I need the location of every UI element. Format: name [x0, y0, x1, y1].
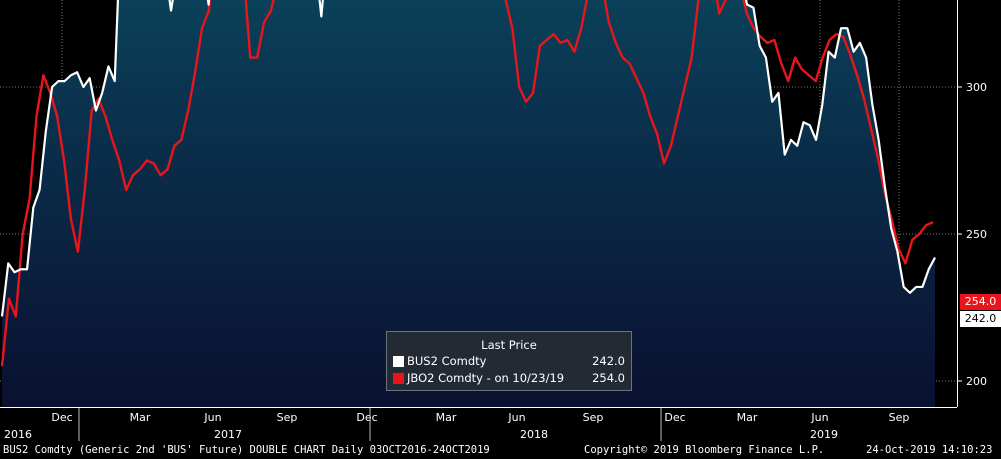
x-tick-label: Dec: [356, 411, 377, 424]
x-tick-label: Sep: [277, 411, 298, 424]
x-tick-label: Jun: [203, 411, 221, 424]
price-chart: 200250300350400450 DecMarJunSepDecMarJun…: [0, 0, 987, 441]
footer-copyright: Copyright© 2019 Bloomberg Finance L.P.: [584, 444, 825, 456]
legend-swatch-jbo2: [393, 373, 404, 384]
x-year-label: 2019: [810, 428, 838, 441]
x-tick-label: Jun: [507, 411, 525, 424]
x-tick-label: Mar: [737, 411, 758, 424]
legend: Last Price BUS2 Comdty 242.0 JBO2 Comdty…: [386, 331, 632, 391]
x-tick-label: Mar: [130, 411, 151, 424]
x-tick-label: Mar: [436, 411, 457, 424]
bus2-last-value-tag: 242.0: [960, 311, 1001, 327]
y-tick-label: 300: [966, 81, 987, 94]
y-axis-ticks: 200250300350400450: [957, 81, 987, 388]
y-tick-label: 250: [966, 228, 987, 241]
legend-series-name: BUS2 Comdty: [407, 354, 487, 368]
legend-series-value: 254.0: [592, 371, 625, 385]
footer-bar: BUS2 Comdty (Generic 2nd 'BUS' Future) D…: [0, 441, 1001, 459]
legend-swatch-bus2: [393, 356, 404, 367]
x-tick-label: Dec: [51, 411, 72, 424]
bus2-area-fill: [2, 0, 935, 407]
x-tick-label: Jun: [810, 411, 828, 424]
x-year-label: 2017: [214, 428, 242, 441]
x-tick-label: Sep: [583, 411, 604, 424]
x-axis-ticks: Dec Mar Jun Sep Dec Mar Jun Sep Dec Mar Jun Sep 2016…: [4, 408, 909, 441]
x-tick-label: Dec: [664, 411, 685, 424]
footer-description: BUS2 Comdty (Generic 2nd 'BUS' Future) D…: [3, 444, 490, 456]
jbo2-last-value-tag: 254.0: [960, 294, 1001, 310]
footer-timestamp: 24-Oct-2019 14:10:23: [866, 444, 993, 456]
legend-row-jbo2: JBO2 Comdty - on 10/23/19 254.0: [393, 371, 625, 387]
y-tick-label: 200: [966, 375, 987, 388]
jbo2-series-line: [0, 0, 934, 367]
x-tick-label: Sep: [889, 411, 910, 424]
legend-series-value: 242.0: [592, 354, 625, 368]
legend-row-bus2: BUS2 Comdty 242.0: [393, 354, 625, 370]
legend-title: Last Price: [481, 338, 537, 352]
bus2-series-line: [0, 0, 936, 317]
x-year-label: 2018: [520, 428, 548, 441]
x-year-label: 2016: [4, 428, 32, 441]
legend-series-name: JBO2 Comdty - on 10/23/19: [407, 371, 565, 385]
